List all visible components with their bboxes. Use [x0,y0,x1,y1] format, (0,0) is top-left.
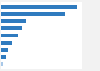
Bar [1,48,8,52]
Bar [1,5,77,9]
Bar [1,19,26,23]
Bar [1,12,66,16]
Bar [1,26,22,30]
Bar [1,34,17,37]
Bar [1,62,3,66]
Bar [1,41,12,45]
Bar [1,55,6,59]
